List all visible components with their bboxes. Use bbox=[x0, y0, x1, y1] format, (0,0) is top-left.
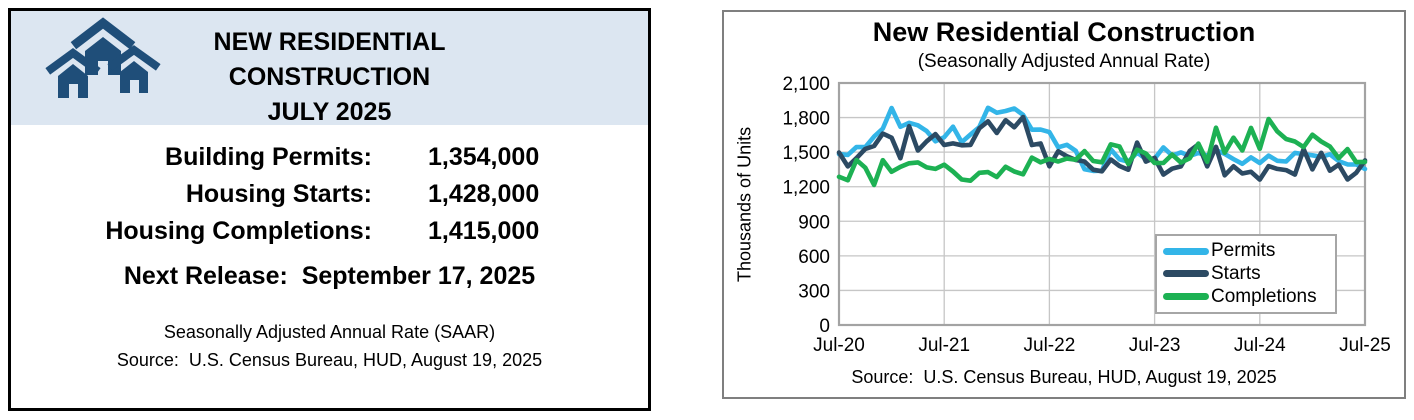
y-tick-label: 300 bbox=[798, 281, 830, 302]
stat-value-building-permits: 1,354,000 bbox=[428, 143, 540, 171]
y-tick-label: 0 bbox=[819, 316, 830, 337]
y-tick-label: 2,100 bbox=[782, 74, 830, 95]
chart-title: New Residential Construction bbox=[872, 17, 1256, 47]
summary-title-line2: CONSTRUCTION bbox=[228, 63, 431, 91]
chart-subtitle: (Seasonally Adjusted Annual Rate) bbox=[917, 51, 1211, 72]
summary-title-line3: JULY 2025 bbox=[267, 98, 392, 126]
legend-label-starts: Starts bbox=[1211, 262, 1261, 284]
chart-panel: New Residential Construction (Seasonally… bbox=[722, 10, 1406, 399]
stat-label-housing-completions: Housing Completions: bbox=[105, 217, 372, 245]
x-tick-label: Jul-21 bbox=[918, 335, 970, 356]
saar-footnote: Seasonally Adjusted Annual Rate (SAAR) bbox=[163, 322, 496, 342]
x-tick-label: Jul-25 bbox=[1339, 335, 1391, 356]
stat-label-housing-starts: Housing Starts: bbox=[185, 180, 372, 208]
legend-label-permits: Permits bbox=[1211, 240, 1276, 262]
legend-label-completions: Completions bbox=[1211, 285, 1317, 307]
starts-line-swatch bbox=[1163, 270, 1209, 278]
summary-source: Source: U.S. Census Bureau, HUD, August … bbox=[116, 350, 543, 370]
plot-border bbox=[837, 81, 1367, 327]
y-tick-label: 600 bbox=[798, 247, 830, 268]
series-line-starts bbox=[836, 114, 1368, 182]
y-tick-label: 1,800 bbox=[782, 109, 830, 130]
chart-source: Source: U.S. Census Bureau, HUD, August … bbox=[851, 367, 1277, 387]
series-line-completions bbox=[836, 116, 1368, 188]
stat-value-housing-completions: 1,415,000 bbox=[428, 217, 540, 245]
x-tick-label: Jul-22 bbox=[1024, 335, 1076, 356]
summary-title-line1: NEW RESIDENTIAL bbox=[213, 28, 446, 56]
stats-table: Building Permits: 1,354,000 Housing Star… bbox=[11, 139, 648, 250]
next-release-text: Next Release: September 17, 2025 bbox=[123, 262, 536, 290]
summary-panel: NEW RESIDENTIAL CONSTRUCTION JULY 2025 B… bbox=[8, 8, 651, 411]
completions-line-swatch bbox=[1163, 293, 1209, 301]
stat-label-building-permits: Building Permits: bbox=[165, 143, 372, 171]
permits-line-swatch bbox=[1163, 247, 1209, 255]
y-tick-label: 900 bbox=[798, 212, 830, 233]
y-tick-label: 1,200 bbox=[782, 178, 830, 199]
x-tick-label: Jul-20 bbox=[813, 335, 865, 356]
y-axis-label: Thousands of Units bbox=[734, 126, 755, 282]
stat-value-housing-starts: 1,428,000 bbox=[428, 180, 540, 208]
legend-item-starts: Starts bbox=[1163, 263, 1329, 285]
chart-svg: 0 300 600 900 1,200 1,500 1,800 2,100 Jul-20 Jul-… bbox=[782, 74, 1391, 356]
x-tick-label: Jul-24 bbox=[1234, 335, 1286, 356]
chart-legend: Permits Starts Completions bbox=[1155, 234, 1337, 314]
x-tick-label: Jul-23 bbox=[1129, 335, 1181, 356]
summary-title: NEW RESIDENTIAL CONSTRUCTION JULY 2025 bbox=[11, 25, 648, 130]
houses-icon bbox=[45, 17, 161, 98]
legend-item-permits: Permits bbox=[1163, 240, 1329, 262]
summary-header: NEW RESIDENTIAL CONSTRUCTION JULY 2025 bbox=[11, 11, 648, 126]
y-tick-label: 1,500 bbox=[782, 143, 830, 164]
legend-item-completions: Completions bbox=[1163, 286, 1329, 308]
